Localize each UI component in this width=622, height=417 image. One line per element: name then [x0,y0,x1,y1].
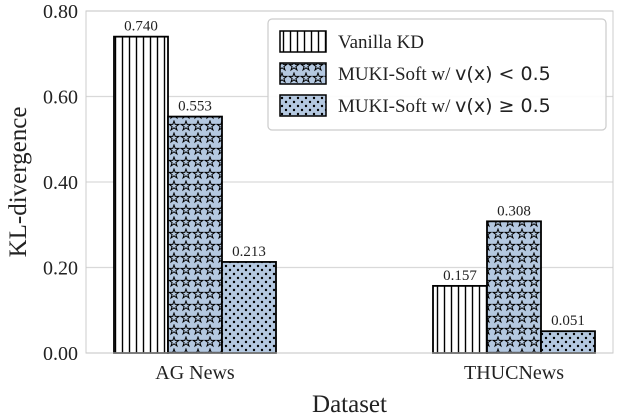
bars [113,35,596,354]
bar-dots-0 [221,261,277,354]
plot-frame [85,10,614,354]
bar-vertical-lines-1 [432,284,488,354]
x-axis-title: Dataset [312,391,387,417]
bar-value-label: 0.553 [178,99,212,115]
legend-box [267,18,607,131]
x-tick-label: THUCNews [464,362,564,384]
y-tick-label: 0.20 [43,258,78,280]
bar-vertical-lines-0 [113,35,169,354]
bar-value-label: 0.051 [551,313,585,329]
bar-stars-0 [167,115,223,354]
legend-label: MUKI-Soft w/ v(x) ≥ 0.5 [338,95,551,117]
legend-label-text: MUKI-Soft w/ [338,64,455,85]
legend-swatch-vertical-lines [279,30,327,53]
legend-label-math: v(x) ≥ 0.5 [455,95,551,117]
bar-value-label: 0.740 [124,19,158,35]
y-tick-label: 0.80 [43,1,78,23]
y-axis-ticks: 0.00 0.20 0.40 0.60 0.80 [43,1,78,365]
y-tick-label: 0.00 [43,343,78,365]
legend-swatch-stars [279,62,327,85]
data-labels: 0.740 0.157 0.553 0.308 0.213 0.051 [124,19,585,330]
x-tick-label: AG News [155,362,235,384]
bar-value-label: 0.308 [497,203,531,219]
x-axis-ticks: AG News THUCNews [155,362,564,384]
legend-label-math: v(x) < 0.5 [455,63,551,85]
y-tick-label: 0.60 [43,87,78,109]
legend-label: MUKI-Soft w/ v(x) < 0.5 [338,63,551,85]
bar-stars-1 [486,220,542,354]
bar-value-label: 0.213 [232,244,266,260]
legend-label: Vanilla KD [338,32,424,53]
bar-dots-1 [540,330,596,354]
legend-swatch-dots [279,94,327,117]
bar-value-label: 0.157 [443,268,477,284]
legend-label-text: MUKI-Soft w/ [338,96,455,117]
y-axis-title: KL-divergence [5,107,32,258]
y-tick-label: 0.40 [43,172,78,194]
